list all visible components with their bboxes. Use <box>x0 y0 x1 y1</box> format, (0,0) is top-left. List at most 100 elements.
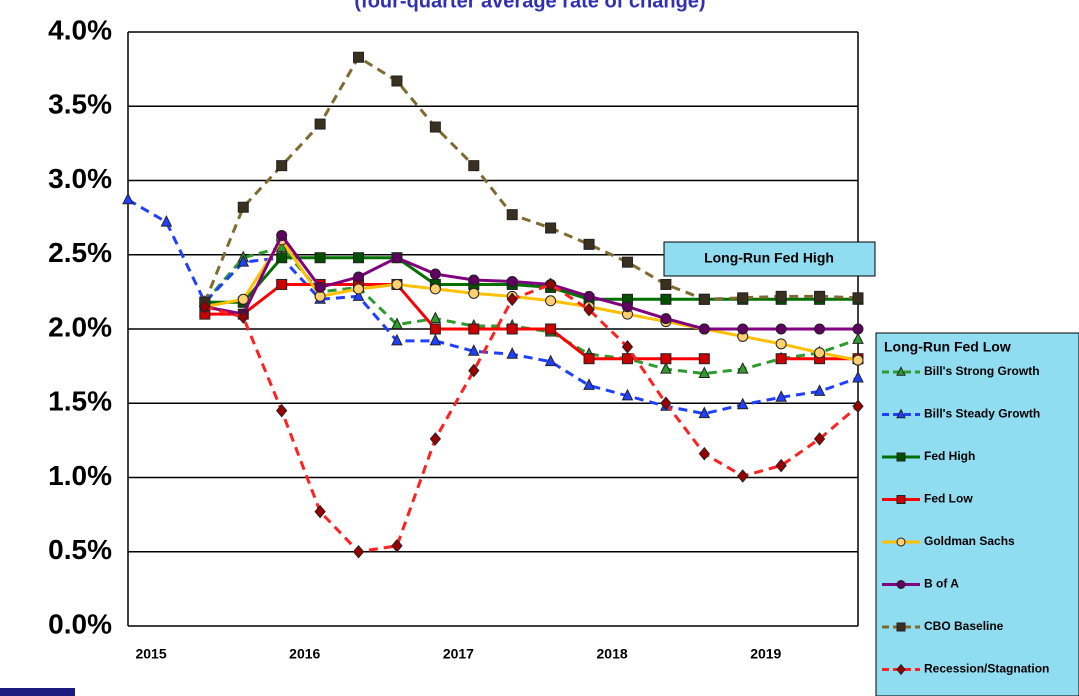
marker <box>775 353 787 365</box>
marker <box>736 397 749 410</box>
y-tick-label: 0.0% <box>48 608 112 639</box>
series-line <box>204 232 858 331</box>
marker <box>852 370 864 383</box>
marker <box>660 396 672 411</box>
marker <box>698 446 710 461</box>
marker <box>852 399 864 414</box>
marker <box>237 293 249 305</box>
marker <box>583 238 595 250</box>
marker <box>775 290 787 302</box>
marker <box>852 354 864 366</box>
marker <box>544 277 557 292</box>
marker <box>391 252 403 264</box>
y-tick-label: 2.0% <box>48 311 112 342</box>
legend-label: B of A <box>924 577 959 591</box>
marker <box>621 353 633 365</box>
annotation-box <box>663 241 876 277</box>
series-line <box>203 55 859 303</box>
marker <box>775 323 787 335</box>
corner-block <box>0 688 75 696</box>
marker <box>698 323 710 335</box>
marker <box>353 271 365 283</box>
marker <box>429 333 442 346</box>
chart-subtitle: (four-quarter average rate of change) <box>354 0 705 12</box>
marker <box>276 229 288 241</box>
legend-label: Bill's Steady Growth <box>924 407 1040 421</box>
marker <box>122 192 134 205</box>
marker <box>660 353 672 365</box>
annotation: Long-Run Fed Low <box>884 339 1011 355</box>
marker <box>429 311 442 324</box>
marker <box>544 354 557 367</box>
marker <box>896 408 906 419</box>
marker <box>391 333 403 346</box>
marker <box>276 278 288 290</box>
marker <box>353 51 365 63</box>
marker <box>621 388 634 401</box>
marker <box>814 290 826 302</box>
marker <box>506 347 519 359</box>
marker <box>660 361 672 374</box>
marker <box>429 268 441 280</box>
marker <box>429 432 442 446</box>
legend-label: Bill's Strong Growth <box>924 364 1040 378</box>
x-tick-label: 2015 <box>135 646 166 662</box>
marker <box>468 323 480 335</box>
marker <box>814 347 826 359</box>
marker <box>391 317 403 330</box>
annotation: Long-Run Fed High <box>704 250 834 266</box>
legend: Bill's Strong Growth Bill's Steady Growth… <box>882 364 1049 676</box>
legend-label: Fed Low <box>924 492 973 506</box>
marker <box>506 292 518 307</box>
y-tick-label: 3.5% <box>48 89 112 120</box>
x-tick-label: 2019 <box>750 646 781 662</box>
marker <box>467 344 480 356</box>
marker <box>391 278 403 290</box>
legend-label: Fed High <box>924 449 975 463</box>
marker <box>506 209 518 221</box>
marker <box>391 539 403 553</box>
marker <box>660 293 672 305</box>
legend-label: Recession/Stagnation <box>924 662 1049 676</box>
marker <box>545 295 557 307</box>
marker <box>737 292 749 304</box>
marker <box>896 495 906 504</box>
marker <box>237 201 249 213</box>
marker <box>896 622 906 632</box>
marker <box>314 504 326 519</box>
marker <box>621 256 633 268</box>
y-tick-label: 0.5% <box>48 534 112 565</box>
marker <box>814 323 826 335</box>
series-line <box>204 256 858 304</box>
marker <box>737 469 749 483</box>
marker <box>506 275 518 287</box>
series-line <box>204 282 858 361</box>
marker <box>583 353 595 365</box>
marker <box>276 252 288 264</box>
legend-label: CBO Baseline <box>924 619 1004 633</box>
marker <box>583 302 595 317</box>
marker <box>698 406 711 419</box>
marker <box>660 313 672 325</box>
legend-box <box>875 332 1079 696</box>
marker <box>468 287 480 299</box>
marker <box>813 384 826 396</box>
marker <box>429 121 441 133</box>
marker <box>276 403 288 418</box>
marker <box>660 278 672 290</box>
marker <box>314 281 326 293</box>
marker <box>468 363 480 378</box>
marker <box>468 274 480 286</box>
series-line <box>204 282 859 554</box>
marker <box>813 432 826 446</box>
marker <box>698 293 710 305</box>
marker <box>160 214 173 227</box>
marker <box>896 663 906 676</box>
marker <box>468 160 480 172</box>
marker <box>698 353 710 365</box>
marker <box>621 301 633 313</box>
marker <box>237 310 249 324</box>
marker <box>545 222 557 234</box>
x-tick-label: 2017 <box>443 646 474 662</box>
